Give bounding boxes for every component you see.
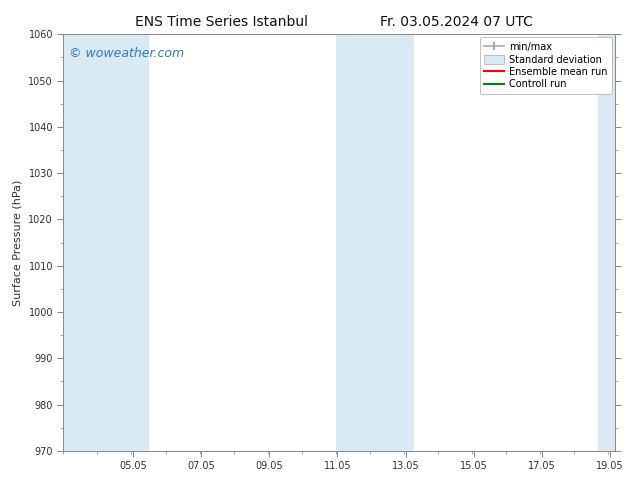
Y-axis label: Surface Pressure (hPa): Surface Pressure (hPa) (13, 179, 23, 306)
Bar (336, 34, 414, 451)
Legend: min/max, Standard deviation, Ensemble mean run, Controll run: min/max, Standard deviation, Ensemble me… (479, 37, 612, 94)
Text: ENS Time Series Istanbul: ENS Time Series Istanbul (136, 15, 308, 29)
Text: Fr. 03.05.2024 07 UTC: Fr. 03.05.2024 07 UTC (380, 15, 533, 29)
Bar (598, 34, 615, 451)
Text: © woweather.com: © woweather.com (69, 47, 184, 60)
Bar (63, 34, 148, 451)
